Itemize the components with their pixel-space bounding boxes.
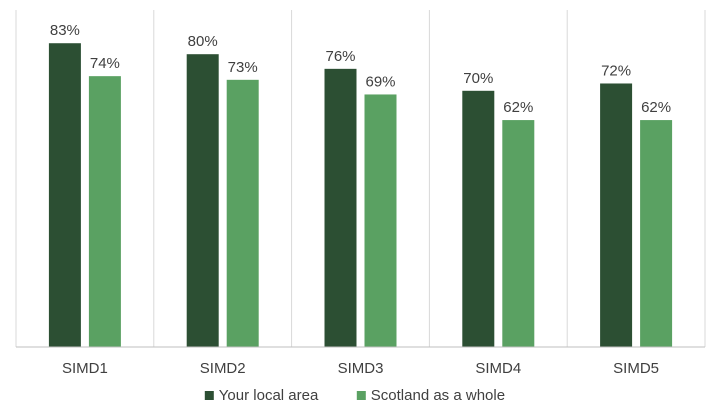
x-tick-label: SIMD2 [200, 360, 246, 377]
bar-simd4-series-2 [502, 120, 535, 347]
x-tick-label: SIMD1 [62, 360, 108, 377]
legend: Your local area Scotland as a whole [204, 387, 505, 404]
bar-series [48, 43, 673, 348]
bar-simd5-series-2 [640, 120, 673, 347]
legend-swatch [204, 391, 214, 400]
data-label: 83% [50, 22, 80, 39]
data-label: 80% [188, 33, 218, 50]
data-label: 76% [325, 48, 355, 65]
data-label: 74% [90, 55, 120, 72]
x-tick-label: SIMD3 [338, 360, 384, 377]
x-tick-label: SIMD4 [475, 360, 521, 377]
bar-simd2-series-2 [226, 79, 259, 347]
bar-simd5-series-1 [600, 83, 633, 347]
legend-label: Scotland as a whole [371, 387, 505, 404]
x-tick-labels: SIMD1 SIMD2 SIMD3 SIMD4 SIMD5 [62, 360, 659, 377]
legend-swatch [356, 391, 366, 400]
category-separators [15, 10, 706, 347]
data-label: 62% [503, 99, 533, 116]
data-labels: 83% 74% 80% 73% 76% 69% 70% 62% 72% 62% [50, 22, 671, 116]
data-label: 69% [365, 73, 395, 90]
bar-simd3-series-2 [364, 94, 397, 348]
data-label: 62% [641, 99, 671, 116]
bar-simd3-series-1 [324, 68, 357, 347]
x-tick-label: SIMD5 [613, 360, 659, 377]
bar-simd1-series-2 [88, 76, 121, 347]
legend-label: Your local area [219, 387, 319, 404]
data-label: 73% [228, 59, 258, 76]
data-label: 72% [601, 62, 631, 79]
bar-simd2-series-1 [186, 54, 219, 347]
data-label: 70% [463, 70, 493, 87]
bar-simd1-series-1 [48, 43, 81, 347]
bar-simd4-series-1 [462, 90, 495, 348]
